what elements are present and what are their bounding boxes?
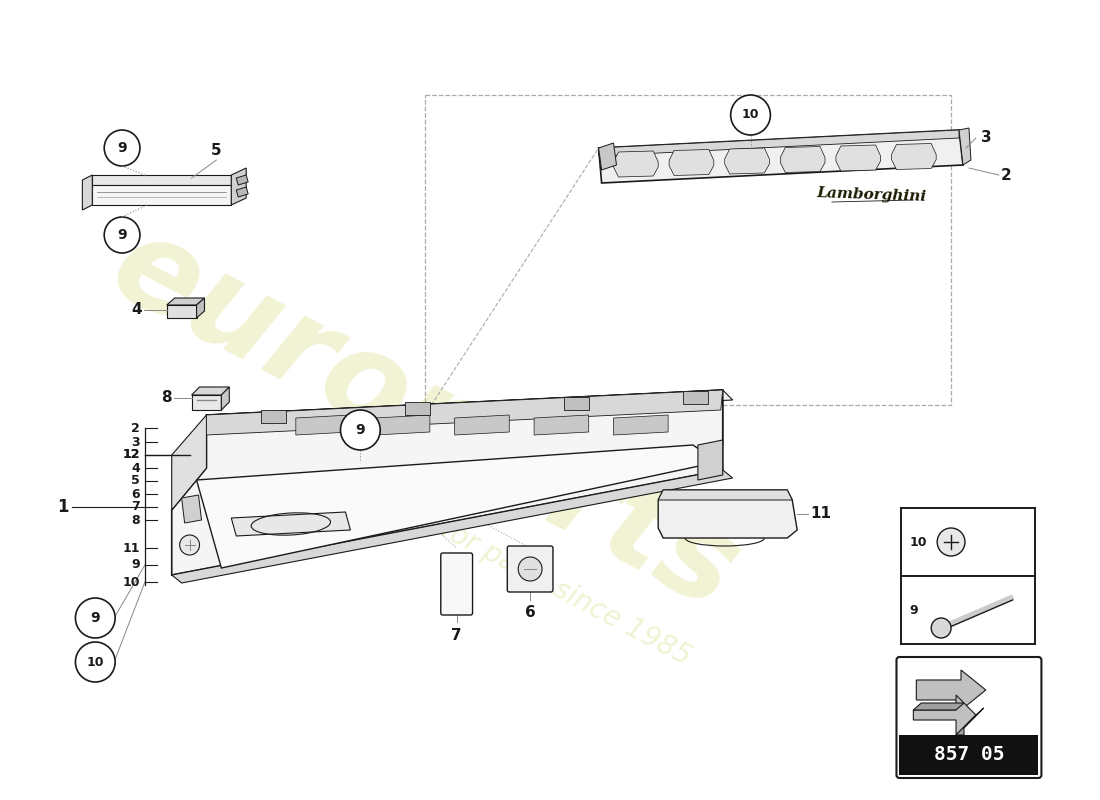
Circle shape xyxy=(932,618,952,638)
Text: 5: 5 xyxy=(211,143,222,158)
Text: 8: 8 xyxy=(161,390,172,406)
Text: europarts: europarts xyxy=(91,205,758,635)
Text: a passion for parts since 1985: a passion for parts since 1985 xyxy=(312,449,696,671)
Text: 9: 9 xyxy=(118,141,127,155)
Polygon shape xyxy=(236,175,249,185)
Polygon shape xyxy=(836,145,881,171)
Text: 3: 3 xyxy=(981,130,991,146)
Text: 11: 11 xyxy=(122,542,140,554)
Polygon shape xyxy=(92,185,231,205)
Text: 11: 11 xyxy=(810,506,832,522)
Circle shape xyxy=(104,130,140,166)
Text: 10: 10 xyxy=(910,535,927,549)
Text: 9: 9 xyxy=(90,611,100,625)
Polygon shape xyxy=(535,415,589,435)
Circle shape xyxy=(76,642,116,682)
Polygon shape xyxy=(780,146,825,173)
Polygon shape xyxy=(598,130,962,183)
Polygon shape xyxy=(916,670,986,710)
Polygon shape xyxy=(375,415,430,435)
Polygon shape xyxy=(236,187,249,197)
Circle shape xyxy=(104,217,140,253)
Polygon shape xyxy=(231,512,351,536)
Polygon shape xyxy=(454,415,509,435)
Polygon shape xyxy=(598,143,616,170)
Polygon shape xyxy=(913,703,964,710)
Polygon shape xyxy=(658,490,798,538)
Polygon shape xyxy=(683,391,707,404)
Circle shape xyxy=(341,410,381,450)
Bar xyxy=(900,735,1038,775)
Text: 4: 4 xyxy=(131,462,140,474)
Circle shape xyxy=(730,95,770,135)
Text: Lamborghini: Lamborghini xyxy=(816,186,927,204)
Polygon shape xyxy=(191,387,229,395)
Polygon shape xyxy=(956,708,983,735)
Polygon shape xyxy=(891,143,936,170)
Polygon shape xyxy=(405,402,430,415)
Circle shape xyxy=(937,528,965,556)
Text: 8: 8 xyxy=(131,514,140,526)
Polygon shape xyxy=(197,298,205,318)
Polygon shape xyxy=(598,130,959,156)
Polygon shape xyxy=(207,390,723,468)
Polygon shape xyxy=(725,148,769,174)
Polygon shape xyxy=(191,395,221,410)
Polygon shape xyxy=(231,168,246,205)
Text: 7: 7 xyxy=(451,628,462,643)
Bar xyxy=(425,95,952,405)
Text: 6: 6 xyxy=(525,605,536,620)
Text: 857 05: 857 05 xyxy=(934,746,1004,765)
Circle shape xyxy=(518,557,542,581)
Text: 2: 2 xyxy=(131,422,140,434)
Polygon shape xyxy=(182,495,201,523)
Text: 12: 12 xyxy=(122,449,140,462)
FancyBboxPatch shape xyxy=(507,546,553,592)
Text: 5: 5 xyxy=(131,474,140,487)
Polygon shape xyxy=(172,415,207,510)
Polygon shape xyxy=(207,390,723,435)
Text: 4: 4 xyxy=(131,302,142,318)
Bar xyxy=(901,508,1035,576)
Text: 1: 1 xyxy=(57,498,68,516)
Text: 3: 3 xyxy=(131,435,140,449)
Polygon shape xyxy=(669,150,714,175)
Polygon shape xyxy=(82,175,92,210)
Polygon shape xyxy=(197,445,718,568)
Bar xyxy=(901,576,1035,644)
Polygon shape xyxy=(614,151,658,177)
Polygon shape xyxy=(92,175,231,185)
Polygon shape xyxy=(614,415,668,435)
Polygon shape xyxy=(167,305,197,318)
Text: 9: 9 xyxy=(118,228,127,242)
Polygon shape xyxy=(658,490,792,500)
Text: 9: 9 xyxy=(355,423,365,437)
Text: 12: 12 xyxy=(122,449,140,462)
Polygon shape xyxy=(207,390,733,425)
FancyBboxPatch shape xyxy=(896,657,1042,778)
Circle shape xyxy=(76,598,116,638)
Polygon shape xyxy=(261,410,286,423)
Circle shape xyxy=(179,535,199,555)
Text: 6: 6 xyxy=(131,487,140,501)
Polygon shape xyxy=(221,387,229,410)
Text: 10: 10 xyxy=(87,655,104,669)
Polygon shape xyxy=(167,298,205,305)
Polygon shape xyxy=(564,397,589,410)
Text: 9: 9 xyxy=(131,558,140,571)
Polygon shape xyxy=(172,470,733,583)
Polygon shape xyxy=(296,415,351,435)
Text: 9: 9 xyxy=(910,603,918,617)
Text: 7: 7 xyxy=(131,501,140,514)
Polygon shape xyxy=(172,390,723,575)
FancyBboxPatch shape xyxy=(441,553,473,615)
Polygon shape xyxy=(697,440,723,480)
Text: 10: 10 xyxy=(741,109,759,122)
Polygon shape xyxy=(959,128,971,165)
Polygon shape xyxy=(913,695,976,735)
Text: 10: 10 xyxy=(122,575,140,589)
Text: 2: 2 xyxy=(1001,167,1012,182)
